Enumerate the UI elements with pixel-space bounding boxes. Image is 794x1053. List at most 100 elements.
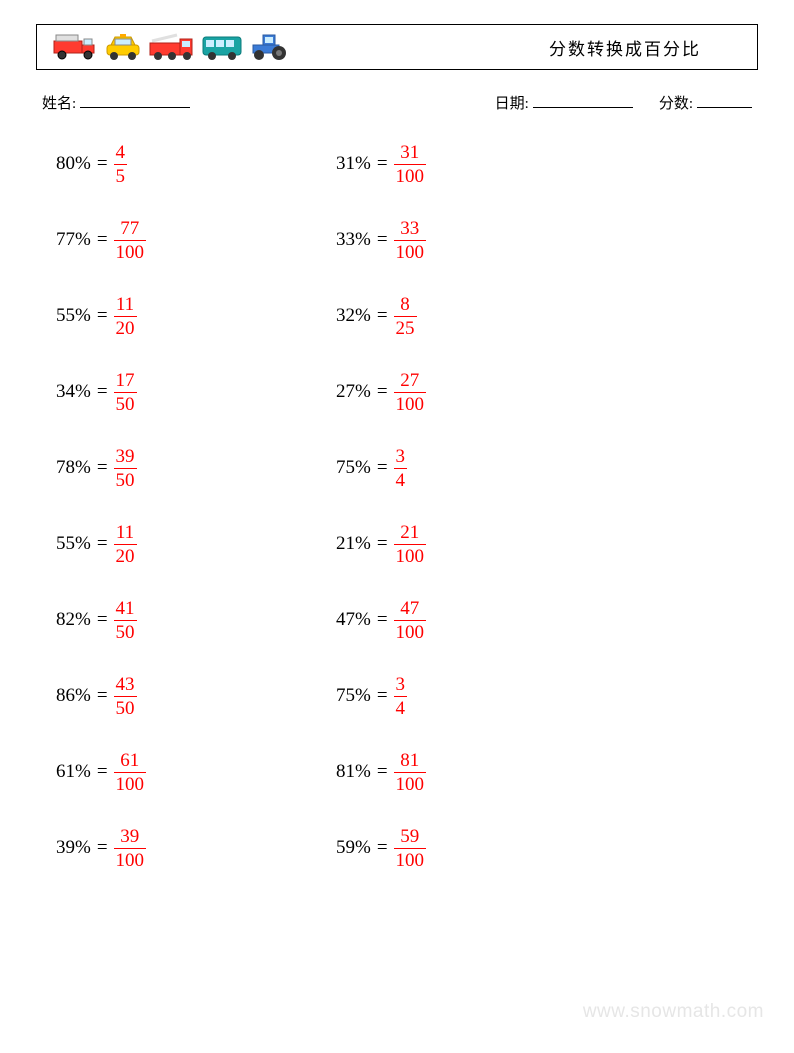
fraction-numerator: 77 xyxy=(118,218,141,239)
problem-item: 55%=11 20 xyxy=(56,293,336,339)
percent-value: 34% xyxy=(56,381,91,403)
name-blank[interactable] xyxy=(80,93,190,108)
equals-sign: = xyxy=(91,305,114,327)
fraction-answer: 31100 xyxy=(394,142,427,187)
fraction-numerator: 43 xyxy=(114,674,137,695)
percent-value: 55% xyxy=(56,305,91,327)
fraction-numerator: 33 xyxy=(398,218,421,239)
bus-icon xyxy=(201,33,243,61)
equals-sign: = xyxy=(91,761,114,783)
fraction-answer: 33100 xyxy=(394,218,427,263)
fraction-denominator: 100 xyxy=(394,166,427,187)
fraction-denominator: 20 xyxy=(114,318,137,339)
fraction-answer: 27100 xyxy=(394,370,427,415)
fraction-answer: 81100 xyxy=(394,750,427,795)
name-field: 姓名: xyxy=(42,92,190,113)
fraction-numerator: 39 xyxy=(114,446,137,467)
fraction-numerator: 27 xyxy=(398,370,421,391)
percent-value: 39% xyxy=(56,837,91,859)
fraction-answer: 77100 xyxy=(114,218,147,263)
fraction-denominator: 25 xyxy=(394,318,417,339)
taxi-icon xyxy=(103,33,143,61)
fraction-denominator: 4 xyxy=(394,470,408,491)
fraction-bar xyxy=(394,240,427,241)
fraction-bar xyxy=(114,620,137,621)
problem-item: 77%=77100 xyxy=(56,217,336,263)
percent-value: 32% xyxy=(336,305,371,327)
fraction-denominator: 4 xyxy=(394,698,408,719)
percent-value: 27% xyxy=(336,381,371,403)
fraction-answer: 1750 xyxy=(114,370,137,415)
percent-value: 59% xyxy=(336,837,371,859)
fraction-bar xyxy=(394,696,408,697)
fraction-answer: 61100 xyxy=(114,750,147,795)
percent-value: 77% xyxy=(56,229,91,251)
fraction-answer: 45 xyxy=(114,142,128,187)
worksheet-title: 分数转换成百分比 xyxy=(549,35,741,60)
percent-value: 21% xyxy=(336,533,371,555)
fraction-denominator: 100 xyxy=(394,242,427,263)
equals-sign: = xyxy=(371,457,394,479)
problem-item: 61%=61100 xyxy=(56,749,336,795)
fraction-bar xyxy=(114,316,137,317)
fraction-answer: 4150 xyxy=(114,598,137,643)
fraction-numerator: 59 xyxy=(398,826,421,847)
fraction-denominator: 100 xyxy=(394,774,427,795)
percent-value: 61% xyxy=(56,761,91,783)
percent-value: 55% xyxy=(56,533,91,555)
problem-item: 78%=3950 xyxy=(56,445,336,491)
problem-item: 81%=81100 xyxy=(336,749,616,795)
fraction-bar xyxy=(114,164,128,165)
problem-item: 86%=43 50 xyxy=(56,673,336,719)
equals-sign: = xyxy=(371,609,394,631)
fraction-denominator: 50 xyxy=(114,622,137,643)
fraction-denominator: 100 xyxy=(394,546,427,567)
problem-item: 32%=825 xyxy=(336,293,616,339)
fraction-numerator: 3 xyxy=(394,674,408,695)
fraction-denominator: 100 xyxy=(394,850,427,871)
problem-item: 27%=27100 xyxy=(336,369,616,415)
fraction-bar xyxy=(394,316,417,317)
fraction-answer: 1120 xyxy=(114,522,137,567)
equals-sign: = xyxy=(91,685,114,707)
score-blank[interactable] xyxy=(697,93,752,108)
watermark: www.snowmath.com xyxy=(583,1001,764,1023)
date-label: 日期: xyxy=(495,92,529,113)
header-box: 分数转换成百分比 xyxy=(36,24,758,70)
equals-sign: = xyxy=(91,533,114,555)
percent-value: 81% xyxy=(336,761,371,783)
score-label: 分数: xyxy=(659,92,693,113)
equals-sign: = xyxy=(371,229,394,251)
percent-value: 75% xyxy=(336,457,371,479)
problem-item: 21%=21100 xyxy=(336,521,616,567)
fraction-numerator: 81 xyxy=(398,750,421,771)
worksheet-page: 分数转换成百分比 姓名: 日期: 分数: 80%=4531%=3110077%=… xyxy=(0,0,794,871)
fraction-answer: 34 xyxy=(394,446,408,491)
fraction-answer: 59100 xyxy=(394,826,427,871)
fraction-bar xyxy=(394,392,427,393)
problem-item: 59%=59100 xyxy=(336,825,616,871)
fraction-answer: 39100 xyxy=(114,826,147,871)
percent-value: 33% xyxy=(336,229,371,251)
problem-item: 39%=39100 xyxy=(56,825,336,871)
name-label: 姓名: xyxy=(42,92,76,113)
fraction-bar xyxy=(114,696,137,697)
percent-value: 86% xyxy=(56,685,91,707)
problem-item: 33%=33100 xyxy=(336,217,616,263)
fraction-numerator: 4 xyxy=(114,142,128,163)
fraction-denominator: 50 xyxy=(114,698,137,719)
date-blank[interactable] xyxy=(533,93,633,108)
equals-sign: = xyxy=(371,533,394,555)
fraction-numerator: 11 xyxy=(114,294,136,315)
problem-item: 31%=31100 xyxy=(336,141,616,187)
problem-item: 47%=47100 xyxy=(336,597,616,643)
equals-sign: = xyxy=(91,457,114,479)
firetruck-icon xyxy=(149,33,195,61)
percent-value: 47% xyxy=(336,609,371,631)
equals-sign: = xyxy=(91,229,114,251)
fraction-denominator: 100 xyxy=(114,242,147,263)
vehicle-icons xyxy=(53,33,289,61)
fraction-answer: 825 xyxy=(394,294,417,339)
fraction-numerator: 39 xyxy=(118,826,141,847)
fraction-denominator: 5 xyxy=(114,166,128,187)
